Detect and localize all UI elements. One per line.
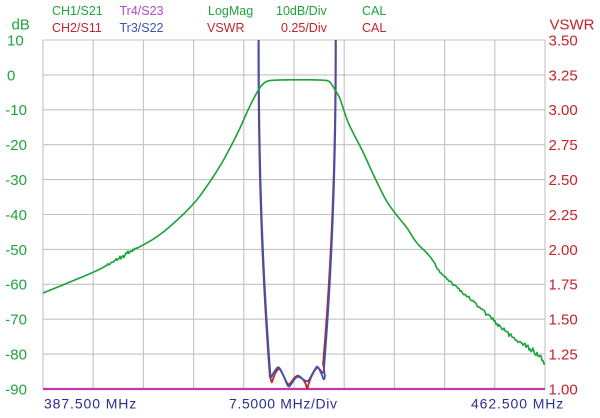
svg-text:CH1/S21: CH1/S21	[52, 4, 103, 18]
svg-text:1.25: 1.25	[549, 347, 578, 364]
svg-text:2.50: 2.50	[549, 172, 578, 189]
svg-text:CAL: CAL	[362, 21, 386, 35]
svg-text:1.00: 1.00	[549, 381, 578, 398]
svg-text:Tr4/S23: Tr4/S23	[120, 4, 164, 18]
svg-text:LogMag: LogMag	[208, 4, 253, 18]
svg-text:1.75: 1.75	[549, 277, 578, 294]
svg-text:-90: -90	[5, 381, 27, 398]
svg-text:dB: dB	[12, 17, 30, 34]
svg-text:387.500 MHz: 387.500 MHz	[44, 395, 137, 411]
svg-text:7.5000 MHz/Div: 7.5000 MHz/Div	[229, 395, 338, 411]
svg-text:VSWR: VSWR	[550, 17, 595, 34]
svg-text:2.00: 2.00	[549, 242, 578, 259]
svg-text:2.25: 2.25	[549, 207, 578, 224]
svg-text:3.50: 3.50	[549, 32, 578, 49]
svg-text:10dB/Div: 10dB/Div	[276, 4, 327, 18]
svg-text:-30: -30	[5, 172, 27, 189]
svg-text:2.75: 2.75	[549, 137, 578, 154]
svg-text:-70: -70	[5, 312, 27, 329]
svg-text:-60: -60	[5, 277, 27, 294]
svg-text:10: 10	[7, 32, 24, 49]
svg-text:462.500 MHz: 462.500 MHz	[471, 395, 564, 411]
svg-text:CH2/S11: CH2/S11	[52, 21, 102, 35]
svg-text:VSWR: VSWR	[207, 21, 245, 35]
svg-text:-40: -40	[5, 207, 27, 224]
svg-text:CAL: CAL	[362, 4, 386, 18]
svg-text:-10: -10	[5, 102, 27, 119]
svg-text:0: 0	[7, 67, 15, 84]
svg-text:0.25/Div: 0.25/Div	[281, 21, 328, 35]
svg-text:-80: -80	[5, 347, 27, 364]
svg-text:3.25: 3.25	[549, 67, 578, 84]
svg-text:-20: -20	[5, 137, 27, 154]
svg-text:1.50: 1.50	[549, 312, 578, 329]
svg-text:3.00: 3.00	[549, 102, 578, 119]
svg-text:Tr3/S22: Tr3/S22	[120, 21, 164, 35]
svg-text:-50: -50	[5, 242, 27, 259]
